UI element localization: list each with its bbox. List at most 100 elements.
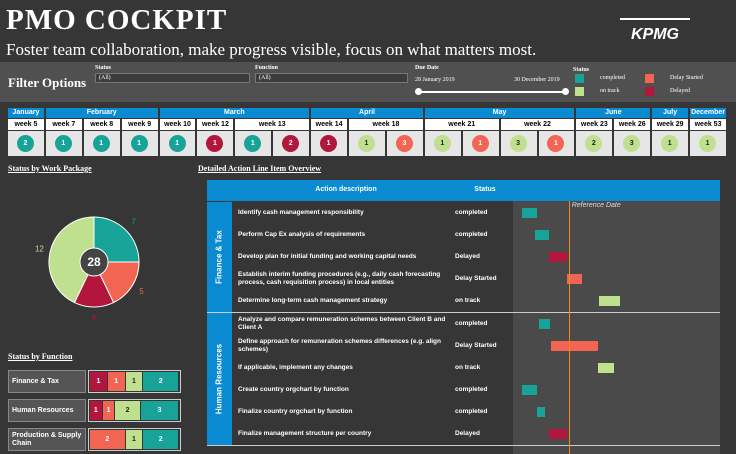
dropdown[interactable]: (All) [255, 73, 408, 83]
action-text: Finalize country orgchart by function [238, 408, 353, 415]
date-start: 28 January 2019 [415, 77, 455, 83]
donut-total: 28 [87, 255, 101, 269]
month-label: February [45, 108, 158, 118]
status-text: on track [455, 297, 481, 304]
status-text: completed [455, 386, 488, 393]
week-label: week 7 [45, 119, 82, 130]
group-label: Finance & Tax [214, 230, 224, 284]
action-text: Create country orgchart by function [238, 386, 349, 393]
date-end: 30 December 2019 [514, 77, 560, 83]
slice-label: 5 [139, 287, 144, 296]
slice-label: 7 [131, 218, 136, 227]
week-label: week 21 [424, 119, 499, 130]
bar-segment: 1 [90, 372, 107, 391]
section-title: Detailed Action Line Item Overview [198, 164, 322, 173]
legend-swatch [645, 87, 654, 96]
bar-segment: 2 [143, 372, 178, 391]
group-label: Human Resources [214, 343, 224, 415]
week-label: week 12 [197, 119, 234, 130]
status-count: 1 [130, 135, 148, 152]
group-cell: Finance & Tax [207, 202, 232, 312]
status-count: 1 [547, 135, 565, 152]
date-slider[interactable] [418, 91, 566, 93]
status-count: 2 [585, 135, 603, 152]
column-header: Status [474, 186, 496, 193]
table-header [207, 180, 720, 201]
week-label: week 8 [83, 119, 120, 130]
status-text: completed [455, 231, 488, 238]
status-count: 1 [168, 135, 186, 152]
status-text: completed [455, 408, 488, 415]
slice-label: 4 [92, 313, 97, 322]
gantt-bar [534, 230, 549, 240]
slider-handle[interactable] [415, 88, 422, 95]
week-label: week 22 [500, 119, 575, 130]
action-text: Finalize management structure per countr… [238, 430, 372, 437]
slider-handle[interactable] [562, 88, 569, 95]
bar-segment: 3 [140, 401, 178, 420]
legend-swatch [575, 74, 584, 83]
status-text: completed [455, 209, 488, 216]
week-label: week 29 [652, 119, 689, 130]
week-label: week 23 [576, 119, 613, 130]
pie-slice [93, 261, 140, 304]
legend-label: on track [600, 88, 620, 94]
donut-chart: 7 5 4 12 28 [35, 216, 144, 322]
dropdown[interactable]: (All) [95, 73, 250, 83]
timeline: week 5 2 January week 7 1 week 8 1 week 9 1 Febru… [0, 108, 736, 158]
group-divider [207, 445, 720, 446]
bar-segment: 2 [143, 430, 178, 449]
legend-swatch [575, 87, 584, 96]
action-text: Define approach for remuneration schemes… [238, 338, 441, 353]
section-title: Status by Work Package [8, 164, 92, 173]
status-count: 1 [433, 135, 451, 152]
status-count: 1 [699, 135, 717, 152]
legend: completed Delay Started on track Delayed [573, 74, 733, 100]
legend-title: Status [573, 67, 590, 73]
subtitle: Foster team collaboration, make progress… [6, 40, 537, 59]
reference-label: Reference Date [571, 202, 621, 209]
reference-line [568, 201, 570, 454]
week-label: week 5 [8, 119, 44, 130]
month-label: May [424, 108, 575, 118]
status-count: 2 [16, 135, 34, 152]
bar-segment: 2 [90, 430, 125, 449]
title: PMO COCKPIT [6, 4, 228, 36]
function-label: Human Resources [8, 399, 86, 422]
action-text: Identify cash management responsibility [238, 209, 364, 216]
detail-table: Action description Status Finance & Tax Ide… [207, 180, 720, 454]
status-count: 1 [54, 135, 72, 152]
filter-title: Filter Options [8, 75, 87, 90]
filter-label: Due Date [415, 65, 439, 71]
filter-label: Status [95, 65, 112, 71]
status-text: Delay Started [455, 342, 497, 349]
group-divider [207, 312, 720, 313]
week-label: week 26 [614, 119, 651, 130]
action-text: Determine long-term cash management stra… [238, 297, 388, 304]
bar-segment: 1 [107, 372, 125, 391]
action-text: Analyze and compare remuneration schemes… [238, 316, 446, 331]
action-text: Perform Cap Ex analysis of requirements [238, 231, 366, 238]
week-label: week 53 [690, 119, 726, 130]
pie-slice [93, 216, 140, 263]
month-label: June [576, 108, 651, 118]
legend-label: Delayed [670, 88, 690, 94]
status-count: 1 [471, 135, 489, 152]
month-label: July [652, 108, 689, 118]
month-label: March [159, 108, 310, 118]
group-cell: Human Resources [207, 313, 232, 445]
column-header: Action description [315, 186, 377, 193]
action-text: Establish interim funding procedures (e.… [238, 271, 441, 286]
status-text: completed [455, 320, 488, 327]
status-text: Delayed [455, 253, 480, 260]
week-label: week 10 [159, 119, 196, 130]
function-bars: Finance & Tax 1 1 1 2 Human Resources 1 1 2 3 Prod… [0, 370, 190, 454]
status-text: on track [455, 364, 481, 371]
function-label: Production & Supply Chain [8, 428, 86, 451]
status-count: 1 [358, 135, 375, 152]
slice-label: 12 [35, 245, 44, 254]
